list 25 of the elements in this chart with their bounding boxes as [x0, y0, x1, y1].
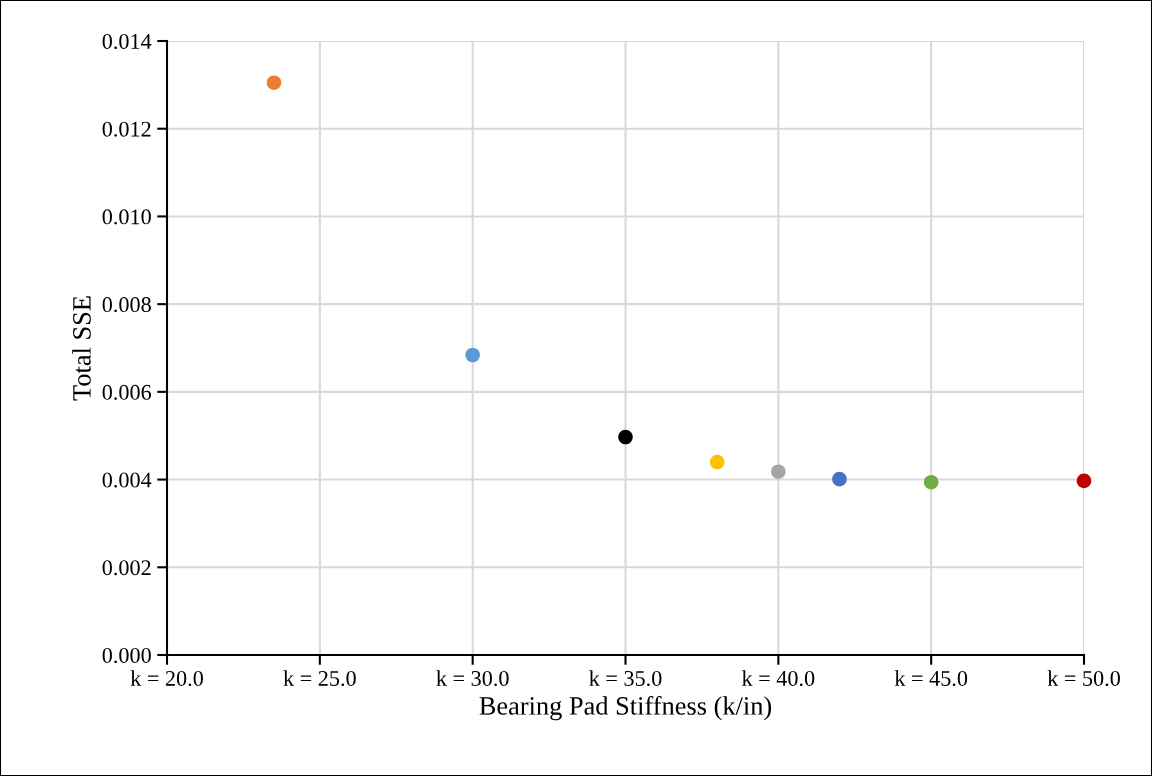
y-axis-title: Total SSE	[72, 296, 91, 401]
point	[618, 429, 633, 445]
y-tick-label: 0.008	[102, 297, 151, 313]
x-tick-label: k = 45.0	[894, 670, 968, 687]
point	[709, 454, 725, 470]
point	[832, 471, 847, 487]
x-tick-label: k = 40.0	[741, 670, 815, 687]
point	[923, 474, 939, 490]
point	[465, 347, 480, 363]
x-tick-label: k = 30.0	[436, 670, 509, 687]
y-tick-label: 0.006	[102, 384, 152, 400]
x-tick-label: k = 20.0	[130, 670, 203, 687]
point	[771, 464, 786, 479]
y-tick-label: 0.004	[102, 472, 152, 488]
y-tick-label: 0.010	[102, 209, 151, 225]
x-tick-label: k = 35.0	[589, 670, 662, 687]
x-tick-label: k = 25.0	[283, 670, 356, 687]
y-tick-label: 0.014	[102, 33, 152, 50]
point	[266, 75, 282, 90]
x-axis-title: Bearing Pad Stiffness (k/in)	[479, 695, 772, 721]
y-tick-label: 0.000	[102, 647, 151, 664]
x-tick-label: k = 50.0	[1047, 670, 1120, 687]
y-tick-label: 0.002	[102, 560, 151, 576]
y-tick-label: 0.012	[102, 121, 151, 137]
point	[1076, 473, 1092, 489]
